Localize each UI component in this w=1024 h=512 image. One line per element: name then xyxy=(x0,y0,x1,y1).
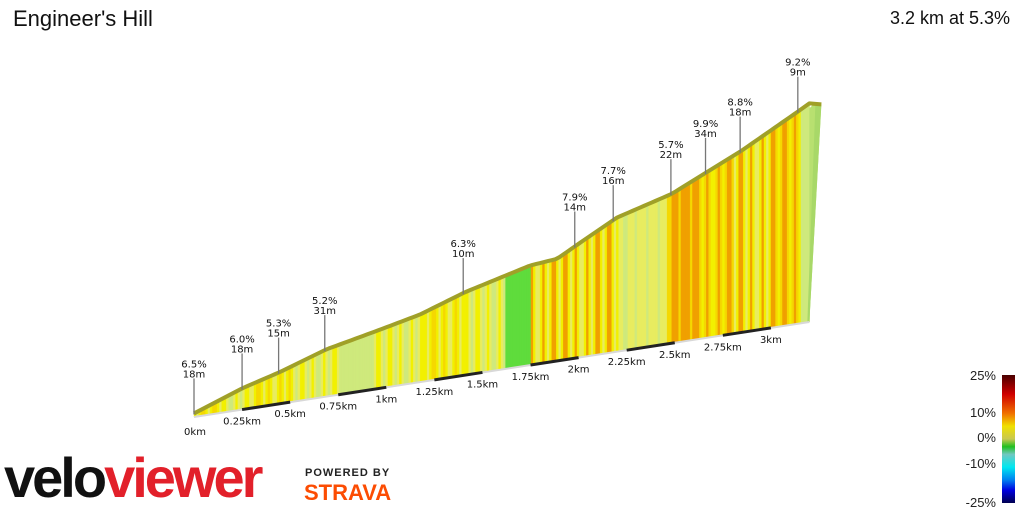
powered-by-label: POWERED BY xyxy=(305,467,391,479)
marker-gradient-label: 9.9% xyxy=(693,119,718,130)
distance-scale-dash xyxy=(530,356,579,367)
distance-scale-dash xyxy=(434,370,483,382)
x-tick-label: 0km xyxy=(184,427,206,438)
marker-length-label: 22m xyxy=(660,150,682,161)
marker-length-label: 9m xyxy=(790,68,806,79)
x-tick-label: 3km xyxy=(760,335,782,346)
marker-gradient-label: 7.9% xyxy=(562,192,587,203)
x-tick-label: 1.5km xyxy=(467,379,498,390)
marker-length-label: 16m xyxy=(602,176,624,187)
x-tick-label: 0.75km xyxy=(319,402,357,413)
veloviewer-logo: veloviewer xyxy=(4,446,263,509)
legend-label: 25% xyxy=(970,368,996,383)
profile-top-edge xyxy=(193,101,822,416)
x-tick-label: 2km xyxy=(568,365,590,376)
x-tick-label: 0.25km xyxy=(223,417,261,428)
distance-axis xyxy=(193,320,810,418)
marker-gradient-label: 6.0% xyxy=(229,334,254,345)
marker-gradient-label: 5.3% xyxy=(266,319,291,330)
legend-label: -25% xyxy=(966,495,997,510)
gradient-legend-bar xyxy=(1002,375,1015,503)
x-tick-label: 0.5km xyxy=(274,409,305,420)
marker-length-label: 18m xyxy=(729,108,751,119)
legend-label: 0% xyxy=(977,430,996,445)
x-tick-label: 1km xyxy=(375,394,397,405)
x-tick-label: 1.25km xyxy=(415,387,453,398)
marker-length-label: 14m xyxy=(564,202,586,213)
x-tick-label: 1.75km xyxy=(512,372,550,383)
strava-logo: STRAVA xyxy=(304,480,392,505)
marker-length-label: 15m xyxy=(267,329,289,340)
legend-label: 10% xyxy=(970,405,996,420)
climb-summary: 3.2 km at 5.3% xyxy=(889,8,1010,28)
distance-scale-dash xyxy=(722,326,772,337)
distance-scale-dash xyxy=(241,400,291,412)
marker-gradient-label: 6.5% xyxy=(181,359,206,370)
marker-gradient-label: 8.8% xyxy=(727,98,752,109)
marker-gradient-label: 9.2% xyxy=(785,58,810,69)
page-title: Engineer's Hill xyxy=(13,6,153,31)
marker-length-label: 34m xyxy=(694,129,716,140)
legend-label: -10% xyxy=(966,456,997,471)
marker-gradient-label: 5.7% xyxy=(658,140,683,151)
x-tick-label: 2.25km xyxy=(608,357,646,368)
marker-length-label: 31m xyxy=(314,306,336,317)
marker-length-label: 18m xyxy=(231,344,253,355)
distance-scale-dash xyxy=(626,341,675,352)
distance-scale-dash xyxy=(337,385,387,397)
marker-length-label: 18m xyxy=(183,369,205,380)
profile-end-face xyxy=(807,104,822,322)
x-tick-label: 2.5km xyxy=(659,350,690,361)
marker-length-label: 10m xyxy=(452,249,474,260)
x-tick-label: 2.75km xyxy=(704,342,742,353)
marker-gradient-label: 5.2% xyxy=(312,296,337,307)
marker-gradient-label: 6.3% xyxy=(451,239,476,250)
marker-gradient-label: 7.7% xyxy=(601,166,626,177)
